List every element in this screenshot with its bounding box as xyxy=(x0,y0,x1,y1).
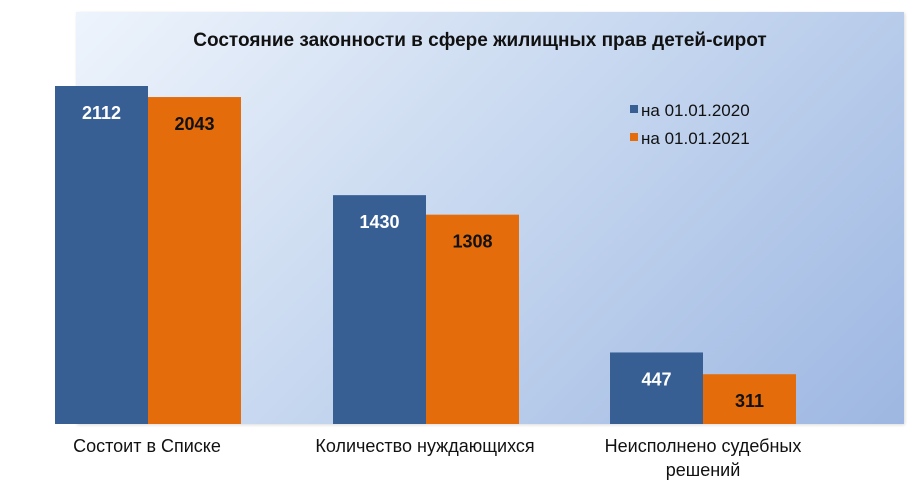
legend-swatch-1 xyxy=(630,133,638,141)
value-label-s0-c0: 2112 xyxy=(82,103,121,123)
category-label-2-0: Неисполнено судебных xyxy=(605,436,802,456)
category-label-2-1: решений xyxy=(666,460,741,480)
bar-s0-c1 xyxy=(333,195,426,424)
value-label-s1-c0: 2043 xyxy=(174,114,214,134)
bars-layer xyxy=(55,86,796,425)
bar-s0-c2 xyxy=(610,352,703,424)
value-labels-layer: 2112 1430 447 2043 1308 311 xyxy=(82,103,764,411)
value-label-s1-c2: 311 xyxy=(735,391,764,411)
value-label-s0-c1: 1430 xyxy=(359,212,399,232)
legend-label-1: на 01.01.2021 xyxy=(641,129,750,148)
value-label-s0-c2: 447 xyxy=(641,369,671,389)
bar-s0-c0 xyxy=(55,86,148,424)
bar-s1-c1 xyxy=(426,214,519,424)
bar-s1-c2 xyxy=(703,374,796,424)
legend: на 01.01.2020 на 01.01.2021 xyxy=(630,101,750,148)
value-label-s1-c1: 1308 xyxy=(452,232,492,252)
category-label-0-0: Состоит в Списке xyxy=(73,436,221,456)
category-label-1-0: Количество нуждающихся xyxy=(315,436,534,456)
bar-s1-c0 xyxy=(148,97,241,425)
chart-title: Состояние законности в сфере жилищных пр… xyxy=(193,30,766,51)
legend-label-0: на 01.01.2020 xyxy=(641,101,750,120)
legend-swatch-0 xyxy=(630,105,638,113)
category-labels-layer: Состоит в Списке Количество нуждающихся Не… xyxy=(73,436,801,480)
